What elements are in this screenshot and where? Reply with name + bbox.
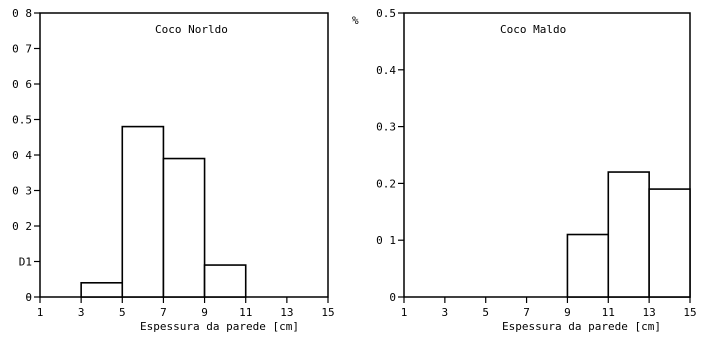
left-y-tick-label: 0.5	[12, 114, 32, 127]
left-x-tick-label: 7	[160, 306, 167, 319]
left-y-tick-label: 0 4	[12, 149, 32, 162]
left-x-tick-label: 5	[119, 306, 126, 319]
left-y-tick-label: 0 6	[12, 78, 32, 91]
left-bar-0	[80, 281, 124, 298]
right-x-axis-label: Espessura da parede [cm]	[502, 320, 661, 333]
right-y-axis-marker: %	[352, 14, 359, 27]
left-bar-3	[203, 264, 247, 298]
right-x-tick-label: 1	[401, 306, 408, 319]
left-x-tick-label: 3	[78, 306, 85, 319]
left-y-tick-label: 0 7	[12, 43, 32, 56]
left-x-tick-label: 11	[239, 306, 252, 319]
right-x-tick-label: 9	[564, 306, 571, 319]
right-chart-title: Coco Maldo	[500, 23, 566, 36]
left-x-tick-label: 15	[321, 306, 334, 319]
left-x-tick-label: 1	[37, 306, 44, 319]
right-bar-1	[607, 171, 650, 298]
left-bar-2	[162, 157, 206, 298]
right-y-tick-label: 0.2	[376, 177, 396, 190]
right-x-tick-label: 3	[442, 306, 449, 319]
right-x-tick-label: 11	[602, 306, 615, 319]
right-bar-2	[648, 188, 691, 298]
right-y-tick-label: 0.3	[376, 121, 396, 134]
left-y-tick-label: 0 2	[12, 220, 32, 233]
left-y-tick-label: 0 8	[12, 7, 32, 20]
right-y-tick-label: 0 1	[376, 234, 396, 247]
left-x-axis-label: Espessura da parede [cm]	[140, 320, 299, 333]
right-y-tick-label: 0.5	[376, 7, 396, 20]
left-bar-1	[121, 125, 165, 298]
left-chart-title: Coco Norldo	[155, 23, 228, 36]
left-y-tick-label: 0 3	[12, 185, 32, 198]
right-x-tick-label: 7	[523, 306, 530, 319]
left-x-tick-label: 9	[201, 306, 208, 319]
left-y-tick-label: D1	[19, 256, 32, 269]
right-x-tick-label: 5	[482, 306, 489, 319]
right-bar-0	[566, 233, 610, 298]
right-x-tick-label: 13	[643, 306, 656, 319]
left-y-tick-label: θ	[25, 291, 32, 304]
left-x-tick-label: 13	[280, 306, 293, 319]
right-y-tick-label: 0.4	[376, 64, 396, 77]
right-y-tick-label: 0	[389, 291, 396, 304]
right-plot-frame	[403, 12, 691, 298]
right-x-tick-label: 15	[683, 306, 696, 319]
